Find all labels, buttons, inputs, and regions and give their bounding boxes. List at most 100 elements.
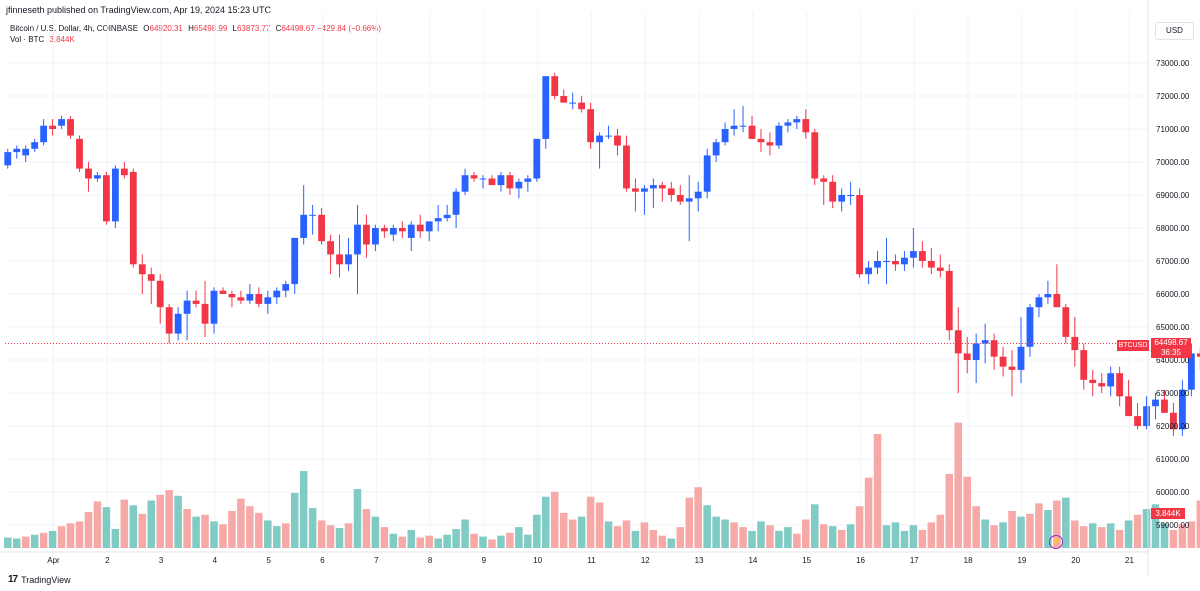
candle <box>318 208 326 245</box>
candle-body <box>766 142 774 146</box>
candle <box>614 129 621 156</box>
volume-bar <box>425 535 433 548</box>
candle-body <box>22 148 30 156</box>
published-line: jfinneseth published on TradingView.com,… <box>6 5 272 15</box>
candle-body <box>865 267 872 275</box>
candle-body <box>156 280 164 308</box>
volume-bar <box>1169 529 1178 548</box>
volume-bar <box>703 505 711 548</box>
candle <box>1152 393 1159 420</box>
candle <box>748 115 756 139</box>
candle <box>784 119 792 133</box>
volume-bar <box>604 521 613 548</box>
candle-body <box>210 290 218 324</box>
candle <box>13 145 21 159</box>
open-value: 64920.31 <box>149 24 183 33</box>
last-price: 64498.67 <box>1154 338 1188 347</box>
volume-bar <box>326 525 335 548</box>
candle-body <box>138 264 146 275</box>
candle-body <box>380 228 388 232</box>
candle-body <box>640 188 648 192</box>
volume-bar <box>201 514 209 548</box>
candle <box>945 264 953 341</box>
volume-bar <box>147 500 156 548</box>
candle <box>667 181 675 202</box>
time-tick-label: 5 <box>266 556 271 565</box>
candle <box>192 290 200 308</box>
candle <box>165 303 173 344</box>
volume-bar <box>846 524 855 548</box>
time-tick-label: 20 <box>1071 556 1080 565</box>
volume-bar <box>954 422 963 548</box>
volume-bar <box>524 534 532 548</box>
candle <box>605 125 612 139</box>
volume-bar <box>748 530 756 548</box>
candle <box>775 122 783 149</box>
replay-lightning-icon[interactable]: ⚡ <box>1049 535 1063 549</box>
high-label: H <box>188 24 194 33</box>
candle <box>389 224 397 242</box>
candle <box>524 175 532 192</box>
candle-body <box>416 224 424 232</box>
volume-bar <box>1115 529 1124 548</box>
candle-body <box>85 168 92 179</box>
candle <box>632 178 639 212</box>
candle-body <box>336 254 343 265</box>
candle-body <box>1017 346 1025 370</box>
volume-bar <box>246 506 254 548</box>
volume-bar <box>873 434 882 548</box>
candle-body <box>883 261 890 262</box>
volume-bar <box>452 529 460 548</box>
candle <box>793 115 801 129</box>
tradingview-brand[interactable]: 17 TradingView <box>8 574 71 585</box>
volume-bar <box>228 510 236 548</box>
candle-body <box>452 191 460 215</box>
ohlc-row: Bitcoin / U.S. Dollar, 4h, COINBASE O649… <box>10 23 381 34</box>
candle-body <box>623 145 630 189</box>
candle-body <box>1008 366 1016 370</box>
candle <box>909 228 917 268</box>
candle <box>802 109 810 139</box>
volume-bar <box>1178 524 1187 548</box>
candle <box>219 287 227 294</box>
candle-body <box>291 237 299 285</box>
candle <box>757 129 765 153</box>
candle-body <box>1125 396 1133 417</box>
candle-body <box>1116 373 1124 397</box>
volume-bar <box>828 526 837 548</box>
candle <box>963 336 971 374</box>
candle-body <box>94 175 101 179</box>
candle-body <box>999 356 1007 367</box>
volume-bar <box>1160 523 1169 548</box>
candle <box>551 72 559 100</box>
currency-selector[interactable]: USD <box>1155 22 1194 40</box>
volume-bar <box>174 495 182 548</box>
candles <box>4 72 1200 436</box>
volume-bar <box>855 506 864 548</box>
candle-body <box>990 340 998 357</box>
symbol-label[interactable]: Bitcoin / U.S. Dollar, 4h, COINBASE <box>10 24 139 33</box>
volume-bar <box>1097 527 1106 548</box>
candle-body <box>721 129 729 143</box>
candle <box>452 188 460 228</box>
candle <box>363 214 370 258</box>
candle <box>210 287 218 334</box>
candle <box>147 267 155 304</box>
candle <box>479 175 487 189</box>
candle-body <box>838 195 846 202</box>
volume-bar <box>775 530 783 548</box>
candle <box>1062 303 1070 344</box>
candle-body <box>345 254 352 265</box>
volume-bar <box>819 524 828 548</box>
volume-bar <box>1008 510 1016 548</box>
volume-label[interactable]: Vol · BTC <box>10 35 45 44</box>
candle <box>838 188 846 212</box>
candle <box>883 237 890 285</box>
bar-countdown: 36:35 <box>1160 348 1182 357</box>
volume-bar <box>658 535 667 548</box>
candle <box>354 204 361 294</box>
volume-bar <box>264 520 272 548</box>
candle <box>874 251 881 275</box>
candle <box>94 171 101 182</box>
